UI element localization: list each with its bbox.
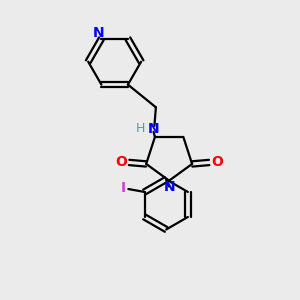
Text: I: I xyxy=(121,181,126,194)
Text: N: N xyxy=(163,180,175,194)
Text: O: O xyxy=(115,155,127,170)
Text: N: N xyxy=(148,122,159,136)
Text: H: H xyxy=(136,122,145,135)
Text: O: O xyxy=(212,155,224,170)
Text: N: N xyxy=(93,26,105,40)
